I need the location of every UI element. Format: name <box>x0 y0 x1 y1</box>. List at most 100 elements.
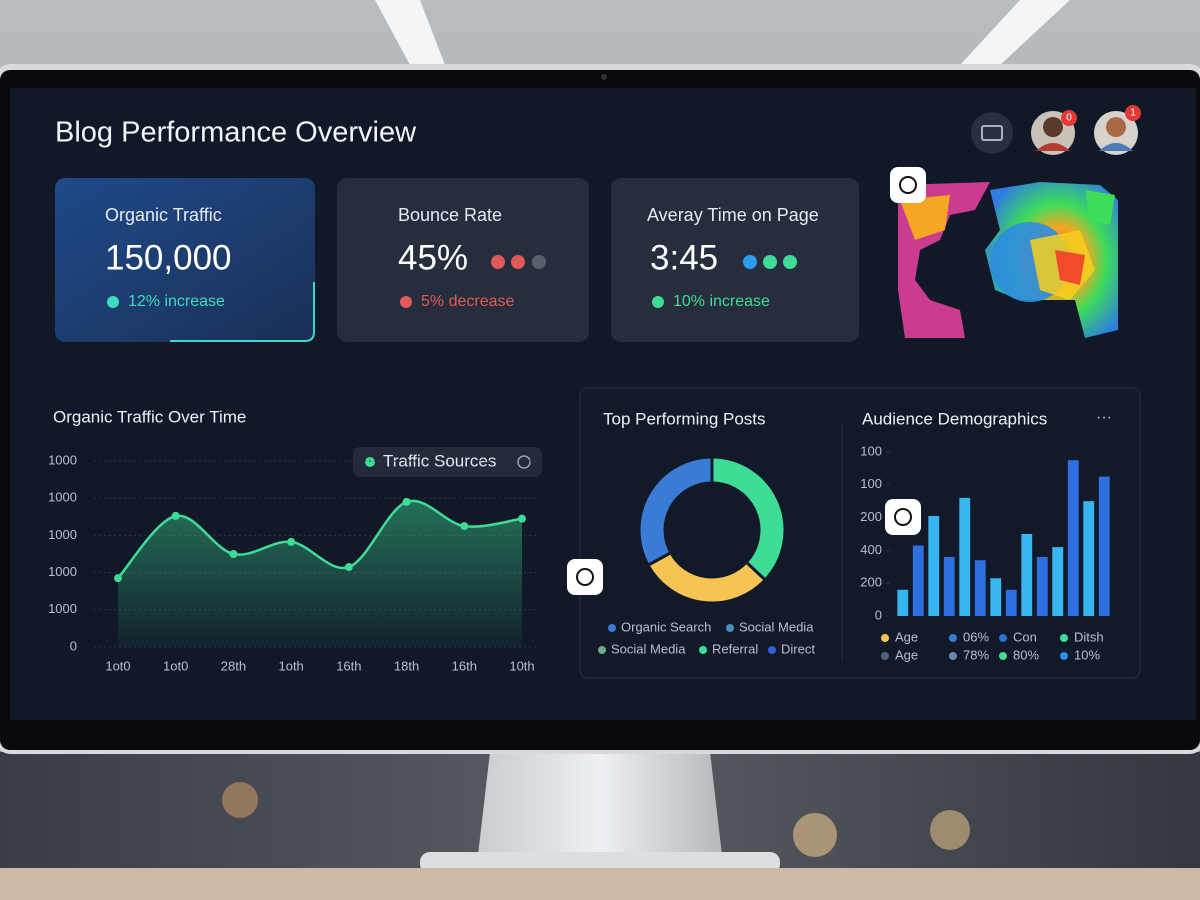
data-point <box>229 550 238 558</box>
kpi-label: Organic Traffic <box>105 205 222 225</box>
bokeh <box>793 813 837 857</box>
y-tick-label: 0 <box>70 638 77 653</box>
kpi-change: 10% increase <box>673 293 770 310</box>
y-tick-label: 1000 <box>48 601 77 616</box>
data-point <box>518 514 526 523</box>
x-tick-label: 10th <box>509 658 534 673</box>
y-tick-label: 100 <box>860 443 882 458</box>
indicator-dot <box>511 255 525 269</box>
legend-swatch <box>768 646 776 654</box>
badge-count: 0 <box>1066 113 1072 124</box>
kpi-card[interactable] <box>337 178 589 342</box>
status-dot <box>400 296 412 308</box>
legend-label: 78% <box>963 647 989 662</box>
pie-segment <box>637 455 714 568</box>
badge <box>1125 105 1141 121</box>
floating-icon[interactable] <box>890 167 926 203</box>
chart-title: Organic Traffic Over Time <box>53 407 246 426</box>
status-dot <box>107 296 119 308</box>
card-accent <box>170 282 315 342</box>
x-tick-label: 1ot0 <box>105 658 130 673</box>
y-tick-label: 400 <box>860 542 882 557</box>
legend-swatch <box>949 652 957 660</box>
data-point <box>287 537 296 546</box>
bar <box>1036 556 1048 616</box>
legend-swatch <box>608 624 616 632</box>
avatar-face <box>1106 117 1126 137</box>
avatar-face <box>1043 117 1063 137</box>
legend-swatch <box>699 646 707 654</box>
bar <box>990 578 1002 616</box>
bar <box>928 515 940 616</box>
legend-label: Social Media <box>739 619 814 634</box>
monitor-stand <box>478 752 722 855</box>
bar <box>1067 460 1079 616</box>
kpi-label: Averay Time on Page <box>647 205 819 225</box>
kpi-label: Bounce Rate <box>398 205 502 225</box>
avatar-body <box>1099 143 1133 151</box>
ceiling-light <box>375 0 445 65</box>
legend-label: 10% <box>1074 647 1100 662</box>
bar <box>1005 589 1017 616</box>
indicator-dot <box>491 255 505 269</box>
legend-label: Ditsh <box>1074 629 1104 644</box>
dashboard-title: Blog Performance Overview <box>55 117 417 149</box>
indicator-dot <box>743 255 757 269</box>
menu-button[interactable]: ··· <box>1096 409 1112 426</box>
area <box>118 500 522 647</box>
chart-title: Top Performing Posts <box>603 409 766 428</box>
bokeh <box>222 782 258 818</box>
legend-swatch <box>999 652 1007 660</box>
badge-count: 1 <box>1130 108 1136 119</box>
legend-label: Social Media <box>611 641 686 656</box>
kpi-value: 3:45 <box>650 238 718 277</box>
data-point <box>344 563 353 572</box>
refresh-button[interactable] <box>517 455 531 469</box>
legend-label: Direct <box>781 641 815 656</box>
bar <box>943 556 955 616</box>
bar <box>1052 547 1064 616</box>
y-tick-label: 1000 <box>48 490 77 505</box>
badge <box>1061 110 1077 126</box>
bar <box>1021 534 1033 616</box>
kpi-value: 45% <box>398 238 468 277</box>
legend-label: Referral <box>712 641 758 656</box>
x-tick-label: 1ot0 <box>163 658 188 673</box>
icon-button[interactable] <box>971 112 1013 154</box>
legend-label: 80% <box>1013 647 1039 662</box>
floating-icon[interactable] <box>885 499 921 535</box>
bar <box>912 545 924 616</box>
x-tick-label: 18th <box>394 658 419 673</box>
bar <box>1098 476 1110 616</box>
y-tick-label: 1000 <box>48 564 77 579</box>
legend-swatch <box>365 457 375 467</box>
x-tick-label: 16th <box>336 658 361 673</box>
data-point <box>460 522 469 531</box>
kpi-change: 5% decrease <box>421 293 514 310</box>
floating-icon[interactable] <box>567 559 603 595</box>
legend-box <box>353 447 542 477</box>
avatar-body <box>1036 143 1070 151</box>
kpi-card[interactable] <box>611 178 859 342</box>
legend-swatch <box>999 634 1007 642</box>
kpi-value: 150,000 <box>105 238 232 277</box>
legend-swatch <box>1060 634 1068 642</box>
legend-label: Con <box>1013 629 1037 644</box>
kpi-change: 12% increase <box>128 293 225 310</box>
legend-label: 06% <box>963 629 989 644</box>
webcam <box>601 74 607 80</box>
legend-swatch <box>1060 652 1068 660</box>
bar <box>959 497 971 616</box>
bokeh <box>930 810 970 850</box>
data-point <box>171 511 180 520</box>
indicator-dot <box>532 255 546 269</box>
legend-swatch <box>881 634 889 642</box>
legend-swatch <box>598 646 606 654</box>
heat-map <box>898 182 1118 338</box>
x-tick-label: 16th <box>452 658 477 673</box>
kpi-card[interactable] <box>55 178 315 342</box>
x-tick-label: 28th <box>221 658 246 673</box>
